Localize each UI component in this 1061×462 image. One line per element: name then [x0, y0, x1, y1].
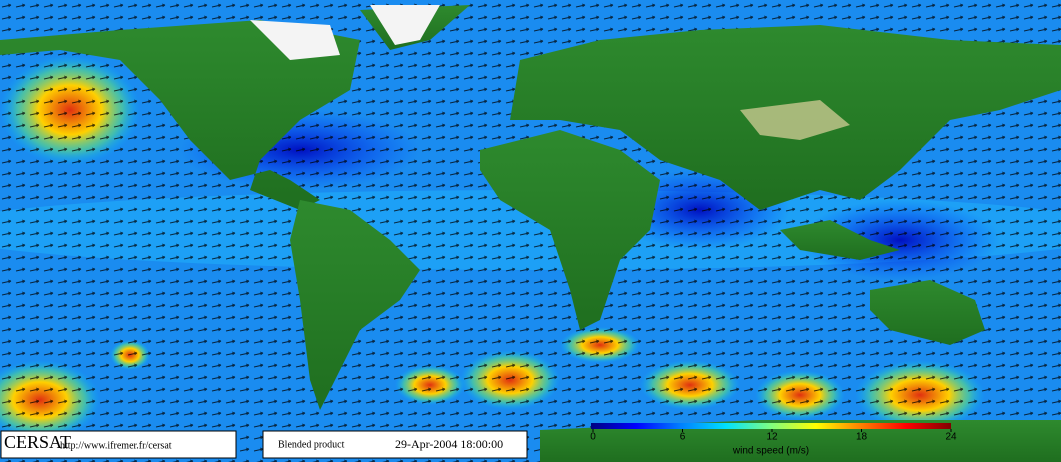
- info-box: [0, 430, 237, 459]
- colorbar-tick-label: 12: [766, 432, 778, 443]
- product-box: [262, 430, 528, 459]
- colorbar-tick-label: 24: [945, 432, 957, 443]
- colorbar-tick-label: 0: [590, 432, 596, 443]
- logo: CERSAT: [4, 432, 71, 452]
- ice: [250, 5, 440, 60]
- product: Blended product: [278, 439, 345, 450]
- url: http://www.ifremer.fr/cersat: [60, 440, 172, 451]
- colorbar-tick-label: 6: [680, 432, 686, 443]
- colorbar-tick-label: 18: [856, 432, 868, 443]
- footer: CERSAT http://www.ifremer.fr/cersat Blen…: [0, 423, 957, 459]
- timestamp: 29-Apr-2004 18:00:00: [395, 437, 503, 451]
- colorbar-label: wind speed (m/s): [732, 446, 809, 457]
- colorbar: [591, 423, 951, 429]
- plateau: [740, 100, 850, 140]
